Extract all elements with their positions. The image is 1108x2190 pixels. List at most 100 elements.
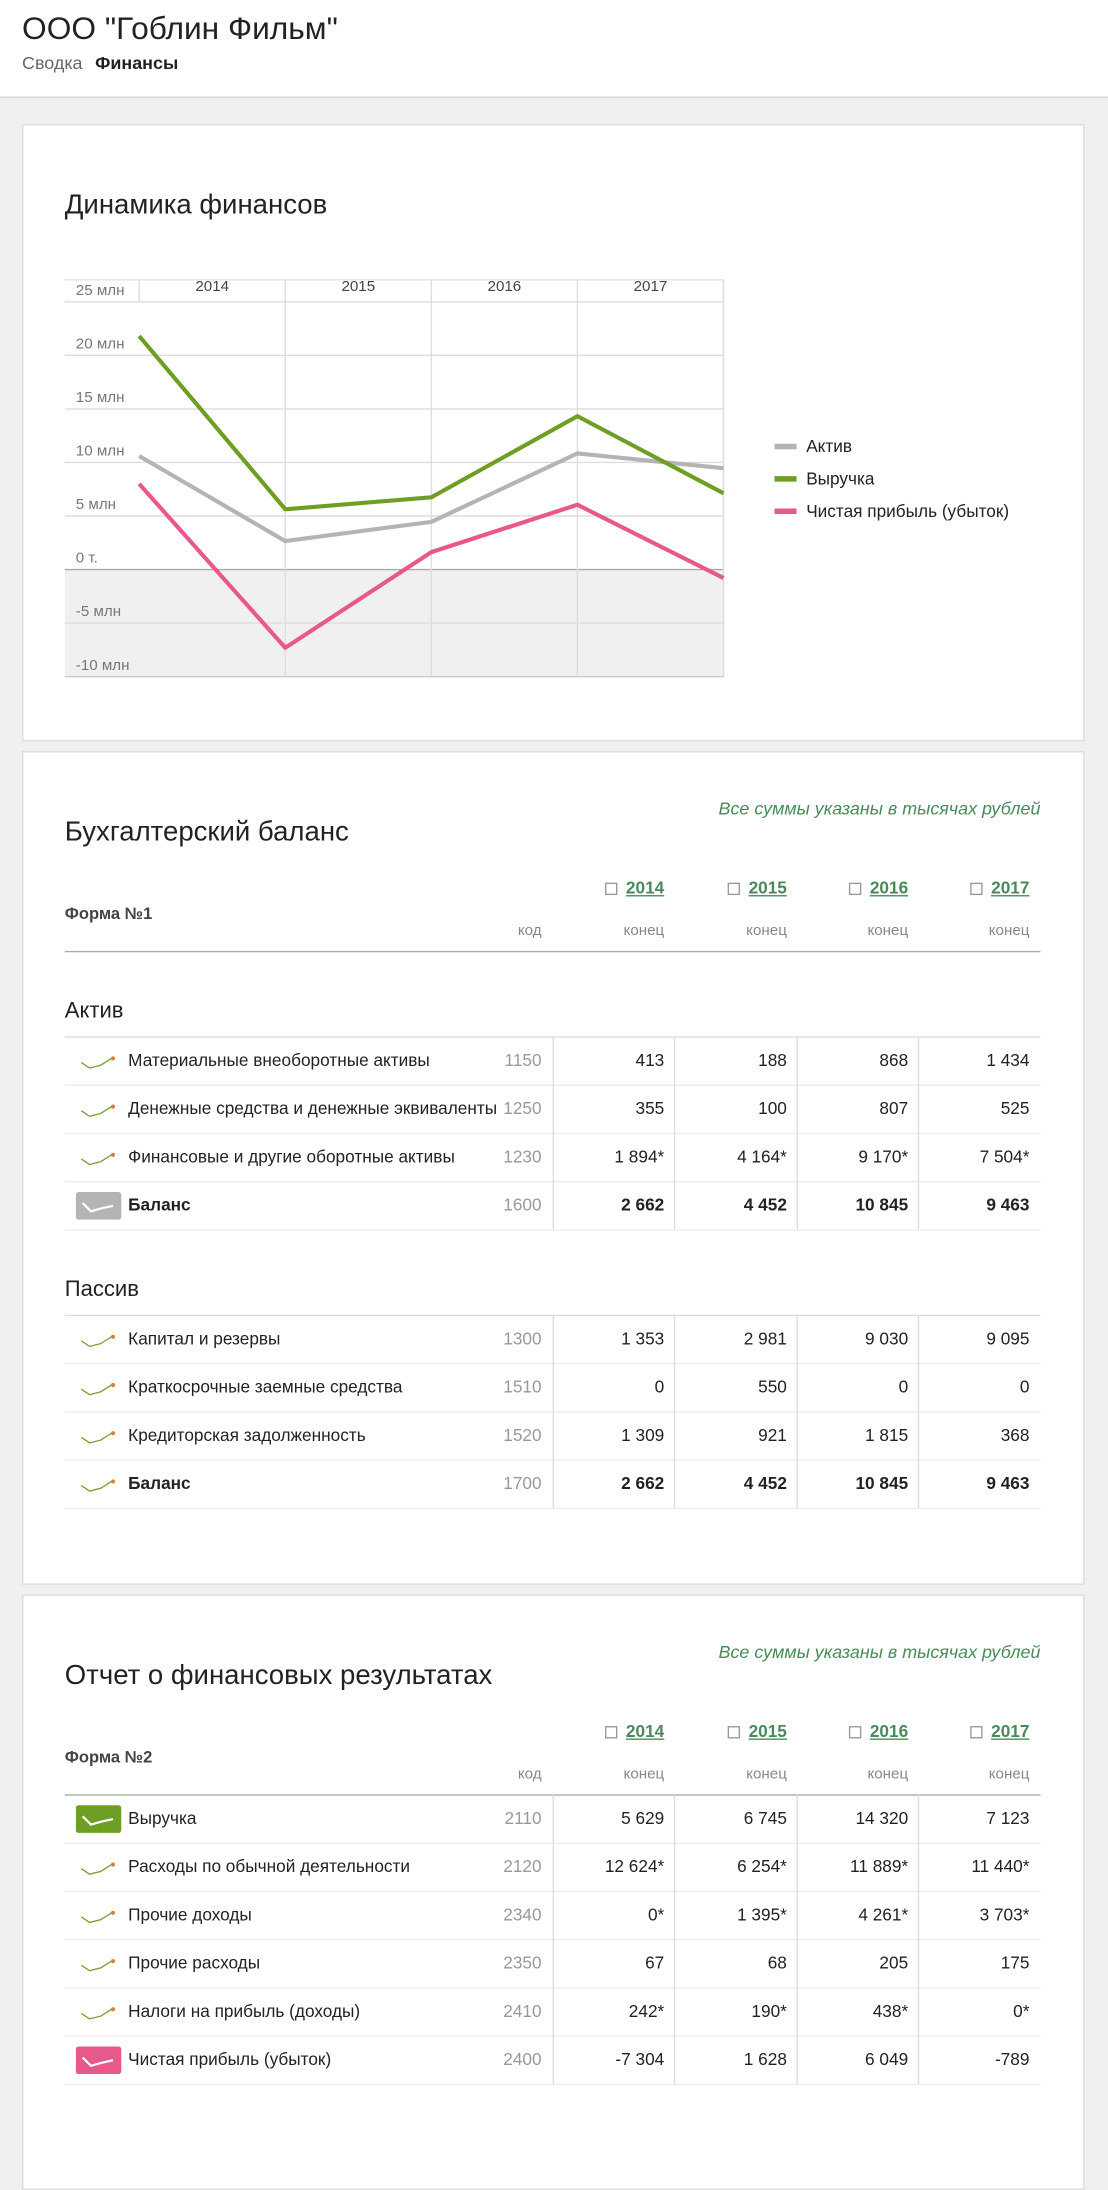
row-code: 1230 — [503, 1146, 542, 1166]
sparkline-bg — [75, 2045, 122, 2074]
row-label: Расходы по обычной деятельности — [128, 1856, 411, 1876]
cell-value: 68 — [767, 1952, 787, 1973]
cell-value: 10 845 — [855, 1473, 909, 1493]
cell-value: 9 463 — [986, 1473, 1030, 1493]
tab-active[interactable]: Финансы — [95, 52, 179, 74]
group-title: Актив — [64, 999, 124, 1024]
cell-value: 413 — [635, 1050, 665, 1070]
cell-value: 100 — [758, 1098, 787, 1118]
cell-value: 6 745 — [743, 1808, 787, 1828]
cell-value: 2 662 — [621, 1194, 665, 1215]
row-label: Финансовые и другие оборотные активы — [128, 1146, 455, 1166]
column-separator — [673, 1794, 676, 2084]
chart-title: Динамика финансов — [64, 190, 328, 221]
row-code: 1300 — [503, 1328, 542, 1348]
column-separator — [673, 1036, 676, 1230]
sparkline — [75, 2045, 122, 2074]
sparkline-dot — [110, 1103, 116, 1108]
sparkline-dot — [110, 1382, 116, 1387]
cell-value: 242* — [628, 2001, 665, 2021]
period-header: конец — [988, 1765, 1030, 1783]
row-code: 1600 — [503, 1194, 542, 1215]
cell-value: 0* — [647, 1904, 665, 1924]
sparkline — [80, 1958, 116, 1971]
period-header: конец — [867, 1765, 909, 1783]
y-tick-label: -10 млн — [76, 657, 130, 674]
sparkline-dot — [110, 1958, 116, 1963]
cell-value: 1 894* — [614, 1146, 665, 1166]
cell-value: 9 170* — [858, 1146, 909, 1166]
cell-value: 1 628 — [743, 2049, 787, 2069]
sparkline-dot — [110, 1152, 116, 1157]
row-code: 1150 — [504, 1050, 542, 1070]
sparkline-line — [80, 1959, 112, 1971]
series-line — [137, 334, 725, 512]
sparkline-dot — [110, 1861, 116, 1866]
x-tick-label: 2014 — [195, 278, 229, 295]
cell-value: 2 981 — [743, 1328, 787, 1348]
column-separator — [796, 1794, 798, 2084]
sparkline-line — [80, 1911, 112, 1923]
cell-value: 550 — [758, 1376, 787, 1397]
year-header: 2015 — [748, 1721, 787, 1742]
y-tick-label: 15 млн — [76, 389, 125, 406]
column-separator — [796, 1314, 798, 1508]
sparkline-line — [80, 1383, 112, 1395]
cell-value: 1 395* — [737, 1904, 787, 1924]
sparkline-dot — [110, 1055, 116, 1060]
period-header: конец — [988, 922, 1030, 940]
sparkline — [80, 1910, 116, 1923]
row-label: Баланс — [128, 1473, 191, 1493]
row-label: Баланс — [128, 1194, 191, 1215]
cell-value: 175 — [1000, 1952, 1030, 1973]
year-header: 2016 — [869, 1721, 909, 1742]
year-header: 2017 — [991, 878, 1030, 898]
cell-value: 12 624* — [604, 1856, 665, 1876]
sparkline-line — [81, 1814, 114, 1826]
cell-value: 3 703* — [979, 1904, 1030, 1924]
row-label: Капитал и резервы — [128, 1328, 281, 1348]
cell-value: 4 164* — [737, 1146, 787, 1166]
cell-value: 438* — [872, 2001, 909, 2021]
row-label: Кредиторская задолженность — [128, 1424, 366, 1445]
sparkline-line — [80, 1335, 112, 1347]
tab[interactable]: Сводка — [22, 52, 83, 74]
year-header: 2014 — [625, 878, 665, 898]
cell-value: 0 — [1019, 1376, 1030, 1397]
units-note: Все суммы указаны в тысячах рублей — [718, 1641, 1041, 1663]
cell-value: -789 — [994, 2049, 1030, 2069]
sparkline — [80, 1478, 116, 1492]
row-code: 1520 — [503, 1424, 542, 1445]
cell-value: 1 815 — [865, 1424, 909, 1445]
column-separator — [796, 1036, 798, 1230]
row-code: 1510 — [503, 1376, 542, 1397]
cell-value: 368 — [1000, 1424, 1030, 1445]
sparkline-line — [80, 1057, 112, 1069]
year-expand-icon — [604, 1726, 618, 1739]
cell-value: 205 — [879, 1952, 909, 1973]
column-separator — [673, 1314, 676, 1508]
cell-value: 2 662 — [621, 1473, 665, 1493]
row-code: 2410 — [503, 2001, 542, 2021]
row-label: Выручка — [128, 1808, 197, 1828]
cell-value: 11 440* — [971, 1856, 1030, 1876]
form-label: Форма №2 — [64, 1747, 153, 1767]
cell-value: 1 309 — [621, 1424, 665, 1445]
sparkline-line — [81, 2056, 114, 2067]
series-line — [138, 451, 724, 544]
column-separator — [917, 1036, 920, 1230]
sparkline — [80, 1055, 116, 1069]
code-header: код — [517, 1765, 542, 1783]
sparkline — [75, 1191, 122, 1219]
sparkline-dot — [110, 1430, 116, 1435]
sparkline-bg — [75, 1191, 122, 1219]
y-tick-label: 20 млн — [76, 335, 125, 352]
sparkline-line — [80, 1105, 112, 1117]
x-tick-label: 2017 — [634, 278, 668, 295]
column-separator — [917, 1794, 920, 2084]
cell-value: 4 452 — [743, 1473, 787, 1493]
period-header: конец — [623, 922, 665, 940]
series-line — [137, 482, 725, 650]
sparkline — [80, 1103, 116, 1117]
